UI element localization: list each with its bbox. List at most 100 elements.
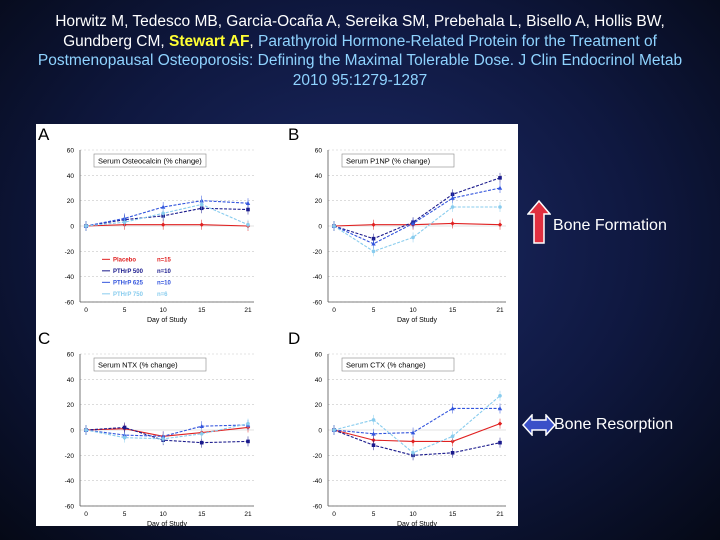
panel-d-data-point: [450, 434, 455, 439]
panel-c-title-box: [93, 357, 207, 372]
panel-c-ytick-label: 40: [67, 377, 75, 384]
panel-d-data-point: [371, 443, 376, 447]
panel-c-ytick-label: 60: [67, 352, 75, 359]
panel-d-xtick-label: 21: [496, 511, 504, 518]
panel-a-data-point: [245, 201, 251, 205]
panel-a-ytick-label: -40: [65, 274, 75, 281]
panel-b-xtick-label: 0: [332, 307, 336, 314]
panel-b-title: Serum P1NP (% change): [346, 157, 431, 166]
panel-a-legend-name: PTHrP 500: [113, 269, 144, 275]
panel-a-letter: A: [38, 125, 50, 144]
panel-d-xtick-label: 10: [409, 511, 417, 518]
panel-c-xtick-label: 10: [160, 511, 168, 518]
panel-d-xtick-label: 0: [332, 511, 336, 518]
panel-c-ytick-label: -20: [65, 453, 75, 460]
panel-a-data-point: [246, 222, 250, 227]
panel-b-letter: B: [288, 125, 299, 144]
panel-a-ytick-label: -60: [65, 300, 75, 307]
panel-a-ytick-label: 0: [70, 224, 74, 231]
panel-b-title-box: [341, 153, 455, 168]
up-arrow-icon: [527, 200, 551, 244]
panel-a-xtick-label: 21: [244, 307, 252, 314]
panel-a-data-point: [246, 207, 250, 212]
panel-d-data-point: [410, 439, 416, 444]
panel-d-data-point: [371, 418, 376, 422]
panel-c-series-line: [85, 423, 249, 440]
panel-d-title-box: [341, 357, 455, 372]
panel-a-data-point: [199, 222, 204, 227]
panel-b-data-point: [410, 221, 416, 226]
panel-c-data-point: [199, 440, 204, 445]
panel-d-data-point: [332, 428, 336, 432]
panel-c-title: Serum NTX (% change): [98, 361, 178, 370]
panel-a-legend-n: n=6: [157, 292, 168, 298]
figure-svg: A 60 40 20 0 -20 -40 -60 0 5 10 15 21 Day of Study Ser…: [38, 125, 506, 526]
panel-d-data-point: [497, 406, 503, 411]
panel-c-data-point: [246, 439, 250, 444]
panel-b-data-point: [450, 205, 455, 209]
panel-b-ytick-label: 20: [315, 198, 323, 205]
panel-a-title-box: [93, 153, 207, 168]
panel-c-ytick-label: 0: [70, 428, 74, 435]
panel-a-data-point: [160, 204, 166, 209]
panel-a-data-point: [199, 202, 204, 207]
panel-b-ytick-label: 60: [315, 148, 323, 155]
panel-c-xtick-label: 21: [244, 511, 252, 518]
panel-c-data-point: [246, 421, 250, 426]
panel-a-ytick-label: -20: [65, 249, 75, 256]
panel-b-ytick-label: 0: [318, 224, 322, 231]
panel-b-series-line: [333, 187, 501, 245]
panel-b-data-point: [498, 176, 502, 180]
bone-resorption-label: Bone Resorption: [554, 416, 674, 433]
panel-c-xtick-label: 5: [123, 511, 127, 518]
bone-formation-label: Bone Formation: [553, 217, 667, 234]
panel-a-legend-n: n=10: [157, 280, 172, 286]
panel-a-ytick-label: 20: [67, 198, 75, 205]
panel-c-data-point: [199, 424, 204, 428]
panel-b-series-line: [333, 222, 501, 227]
panel-c-xtick-label: 15: [198, 511, 206, 518]
panel-b-data-point: [371, 241, 376, 246]
panel-d-data-point: [497, 421, 503, 426]
panel-d-data-point: [371, 437, 376, 443]
panel-d-ytick-label: 20: [315, 402, 323, 409]
double-arrow-icon: [522, 414, 556, 436]
panel-c-x-axis-label: Day of Study: [147, 521, 188, 526]
panel-a-legend-name: PTHrP 625: [113, 280, 144, 286]
panel-c-data-point: [122, 425, 127, 430]
panel-b-data-point: [371, 249, 376, 254]
panel-c-ytick-label: -60: [65, 504, 75, 511]
panel-a-xtick-label: 15: [198, 307, 206, 314]
panel-b-series-line: [333, 177, 501, 240]
panel-d-letter: D: [288, 329, 300, 348]
citation-text: Horwitz M, Tedesco MB, Garcia-Ocaña A, S…: [20, 12, 700, 90]
panel-d-ytick-label: -20: [313, 453, 323, 460]
panel-c-data-point: [122, 435, 127, 440]
panel-d-data-point: [498, 440, 502, 445]
figure-panel: A 60 40 20 0 -20 -40 -60 0 5 10 15 21 Day of Study Ser…: [36, 124, 518, 526]
panel-a-legend-name: Placebo: [113, 257, 136, 263]
panel-b-data-point: [450, 195, 455, 200]
panel-c-ytick-label: 20: [67, 402, 75, 409]
panel-b-x-axis-label: Day of Study: [397, 317, 438, 324]
panel-a-ytick-label: 60: [67, 148, 75, 155]
panel-c-xtick-label: 0: [84, 511, 88, 518]
panel-d-series-line: [333, 395, 501, 454]
panel-b-data-point: [411, 235, 415, 240]
panel-d-data-point: [450, 406, 455, 411]
panel-b-ytick-label: -60: [313, 300, 323, 307]
panel-a-legend-name: PTHrP 750: [113, 292, 144, 298]
panel-d-data-point: [450, 451, 455, 455]
panel-a-xtick-label: 5: [123, 307, 127, 314]
panel-b-data-point: [497, 222, 503, 227]
panel-a-xtick-label: 0: [84, 307, 88, 314]
panel-d-data-point: [410, 430, 416, 435]
citation-authors: Horwitz M, Tedesco MB, Garcia-Ocaña A, S…: [55, 13, 665, 50]
panel-a-ytick-label: 40: [67, 173, 75, 180]
panel-b-xtick-label: 5: [372, 307, 376, 314]
citation-highlighted-author: Stewart AF: [169, 32, 250, 50]
panel-d-x-axis-label: Day of Study: [397, 521, 438, 526]
panel-c-data-point: [84, 428, 88, 432]
panel-c-data-point: [161, 437, 165, 441]
panel-a-legend-n: n=10: [157, 269, 172, 275]
